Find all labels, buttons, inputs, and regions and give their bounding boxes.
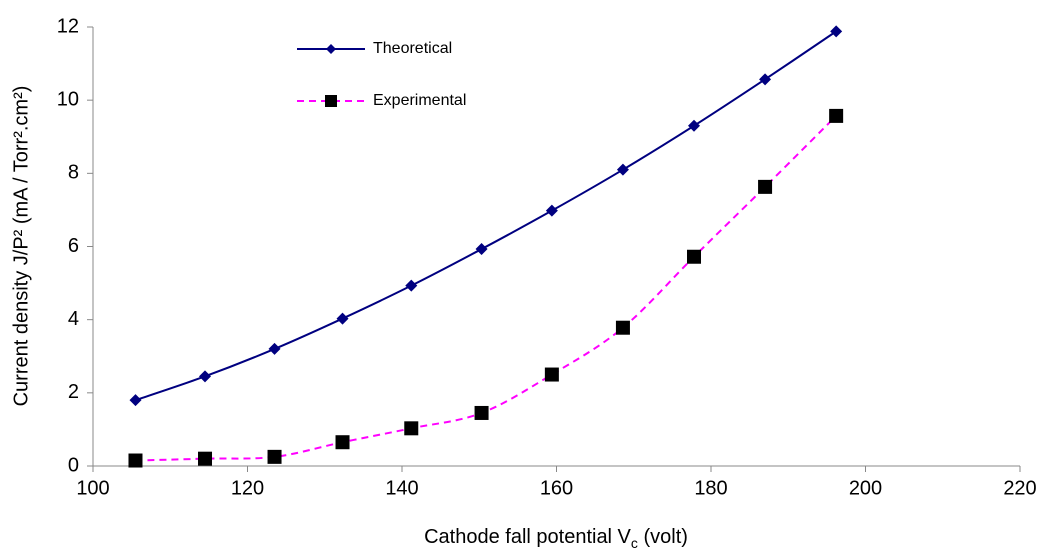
x-axis-title-part: Cathode fall potential V (424, 526, 631, 548)
legend-label: Theoretical (373, 40, 452, 57)
x-tick-label: 220 (1003, 477, 1036, 499)
data-point (829, 108, 844, 123)
data-point (616, 163, 629, 176)
x-tick-label: 180 (694, 477, 727, 499)
series-line (135, 115, 837, 462)
data-point (545, 204, 558, 217)
y-tick-label: 6 (68, 235, 79, 257)
series-line (135, 30, 837, 402)
x-tick-label: 160 (540, 477, 573, 499)
x-tick-label: 140 (385, 477, 418, 499)
data-point (688, 119, 701, 132)
data-point (759, 73, 772, 86)
data-point (474, 405, 489, 420)
data-point (198, 451, 213, 466)
legend-symbol (325, 95, 337, 107)
data-point (405, 279, 418, 292)
data-point (758, 179, 773, 194)
y-tick-label: 0 (68, 454, 79, 476)
x-tick-label: 100 (76, 477, 109, 499)
data-point (199, 370, 212, 383)
y-tick-label: 10 (57, 88, 79, 110)
data-point (128, 453, 143, 468)
data-point (475, 243, 488, 256)
data-point (830, 25, 843, 38)
x-axis-title-part: (volt) (638, 526, 688, 548)
data-point (267, 449, 282, 464)
data-point (268, 342, 281, 355)
data-point (336, 312, 349, 325)
y-tick-label: 8 (68, 162, 79, 184)
x-tick-label: 200 (849, 477, 882, 499)
data-point (335, 435, 350, 450)
y-axis-title: Current density J/P² (mA / Torr².cm²) (10, 86, 32, 407)
y-tick-label: 2 (68, 381, 79, 403)
data-point (687, 249, 702, 264)
data-point (544, 367, 559, 382)
data-point (129, 394, 142, 407)
x-axis-title: Cathode fall potential Vc (volt) (424, 526, 688, 550)
y-tick-label: 4 (68, 308, 79, 330)
y-tick-label: 12 (57, 15, 79, 37)
x-axis-title-part: c (631, 535, 638, 551)
legend-symbol (326, 44, 336, 54)
data-point (615, 320, 630, 335)
data-point (404, 421, 419, 436)
legend-label: Experimental (373, 92, 466, 109)
x-tick-label: 120 (231, 477, 264, 499)
